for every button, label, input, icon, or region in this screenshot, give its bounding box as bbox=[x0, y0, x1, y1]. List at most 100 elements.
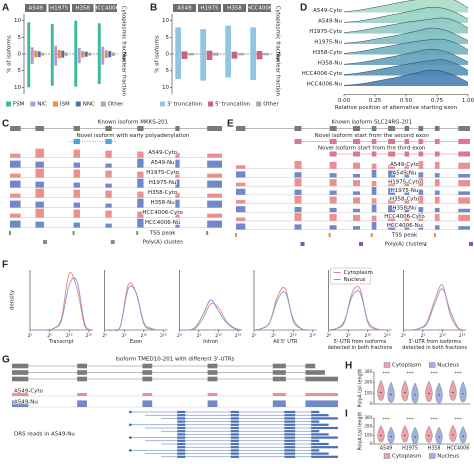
bar bbox=[175, 54, 182, 79]
coverage bbox=[35, 168, 44, 178]
bar bbox=[111, 52, 115, 54]
coverage bbox=[73, 222, 80, 228]
coverage bbox=[10, 220, 21, 228]
category-label: HCC4006 bbox=[93, 6, 119, 12]
coverage bbox=[418, 195, 424, 204]
bar bbox=[37, 54, 41, 57]
x-tick-label: 0.75 bbox=[431, 98, 444, 104]
bar bbox=[108, 54, 112, 58]
coverage bbox=[10, 173, 21, 178]
x-tick-label: 2⁰ bbox=[252, 333, 257, 339]
category-label: A549 bbox=[177, 6, 192, 12]
legend-swatch bbox=[6, 101, 11, 107]
coverage bbox=[388, 216, 396, 221]
peak-mark bbox=[433, 233, 436, 237]
coverage bbox=[353, 226, 361, 230]
coverage bbox=[207, 393, 218, 396]
coverage bbox=[458, 162, 470, 169]
read-block bbox=[284, 433, 296, 436]
coverage bbox=[458, 214, 470, 221]
footer-label: TSS peak bbox=[391, 233, 418, 239]
bar bbox=[104, 50, 108, 54]
bar bbox=[237, 54, 244, 56]
exon bbox=[418, 151, 424, 157]
read-block bbox=[284, 446, 296, 449]
density-line bbox=[179, 302, 243, 331]
coverage bbox=[207, 160, 222, 168]
category-label: H358 bbox=[75, 6, 90, 12]
coverage bbox=[388, 205, 396, 213]
coverage bbox=[353, 214, 361, 221]
bar bbox=[57, 54, 61, 59]
coverage bbox=[353, 197, 361, 204]
coverage bbox=[236, 188, 246, 195]
x-axis-label: 5'-UTR from isoforms detected in both fr… bbox=[327, 339, 393, 351]
coverage bbox=[329, 213, 337, 221]
coverage bbox=[10, 160, 21, 168]
read-block bbox=[284, 455, 296, 458]
coverage bbox=[371, 187, 377, 195]
coverage bbox=[175, 152, 180, 158]
coverage bbox=[73, 182, 80, 188]
exon bbox=[329, 151, 337, 157]
read-block bbox=[311, 423, 329, 426]
read-block bbox=[284, 452, 296, 455]
coverage bbox=[175, 179, 180, 188]
peak-mark bbox=[469, 242, 473, 246]
legend-label: FSM bbox=[13, 102, 25, 108]
sample-label: A549-Cyto bbox=[14, 389, 43, 395]
read-block bbox=[230, 433, 239, 436]
y-tick-label: 300 bbox=[364, 369, 372, 374]
y-tick-label: 10 bbox=[14, 85, 21, 91]
x-axis-label: Exon bbox=[129, 339, 143, 345]
significance: *** bbox=[455, 417, 463, 423]
read-block bbox=[230, 426, 239, 430]
isoform-label: Novel isoform start from the third exon bbox=[318, 146, 426, 152]
exon bbox=[418, 139, 424, 144]
exon bbox=[353, 151, 361, 157]
read-block bbox=[177, 430, 186, 433]
exon bbox=[371, 139, 377, 144]
coverage bbox=[236, 182, 246, 187]
panel-label: G bbox=[2, 355, 10, 366]
coverage bbox=[371, 204, 377, 213]
peak-mark bbox=[403, 233, 406, 237]
ridge-label: H358-Cyto bbox=[313, 50, 343, 56]
violin bbox=[435, 426, 443, 445]
category-header bbox=[173, 4, 196, 12]
coverage bbox=[418, 178, 424, 187]
footer-label: Poly(A) cluster bbox=[143, 240, 184, 246]
coverage bbox=[12, 393, 29, 396]
x-tick-label: 2¹⁰ bbox=[215, 333, 222, 339]
coverage bbox=[329, 190, 337, 195]
coverage bbox=[294, 195, 302, 204]
legend-label: NIC bbox=[37, 102, 47, 108]
exon bbox=[404, 126, 410, 131]
read-block bbox=[284, 439, 296, 442]
read-block bbox=[230, 430, 239, 433]
sample-label: H358-Cyto bbox=[148, 190, 178, 196]
y-axis-label: % of isoforms bbox=[7, 35, 13, 73]
y-tick-label: 5 bbox=[18, 35, 22, 41]
x-tick-label: 2⁵ bbox=[421, 333, 426, 339]
read-block bbox=[284, 410, 296, 414]
x-tick-label: HCC4006 bbox=[447, 446, 470, 452]
significance: *** bbox=[407, 371, 415, 377]
peak-mark bbox=[178, 240, 183, 244]
legend-label: 3' truncation bbox=[167, 102, 203, 108]
coverage bbox=[77, 400, 87, 407]
exon bbox=[353, 126, 361, 131]
bar bbox=[101, 54, 105, 65]
read-block bbox=[177, 426, 186, 430]
read-block bbox=[311, 436, 338, 439]
x-axis-label: Relative position of alternative startin… bbox=[335, 105, 458, 111]
coverage bbox=[73, 149, 80, 158]
ridge-line bbox=[343, 27, 469, 44]
coverage bbox=[329, 196, 337, 204]
bar bbox=[41, 54, 45, 56]
bar bbox=[57, 50, 61, 54]
coverage bbox=[207, 200, 222, 208]
coverage bbox=[207, 153, 222, 158]
coverage bbox=[10, 213, 21, 218]
